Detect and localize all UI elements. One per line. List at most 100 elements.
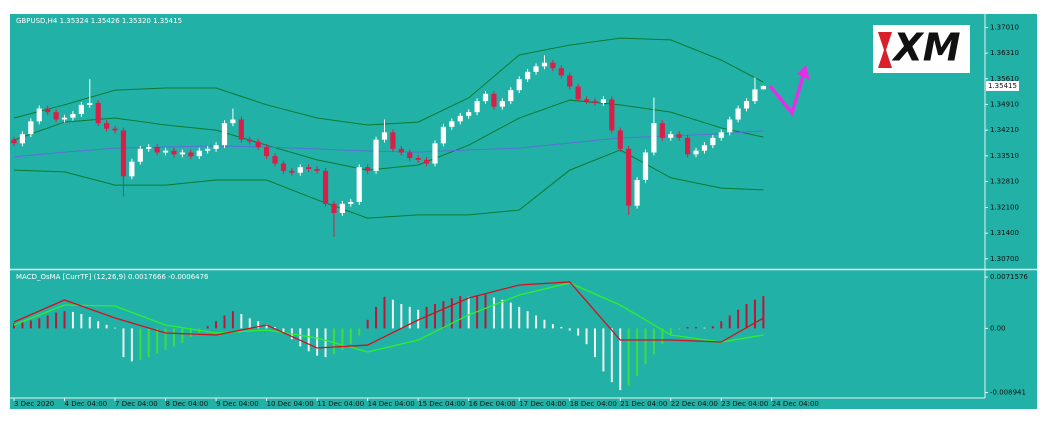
histogram-bar [652, 328, 655, 355]
histogram-bar [299, 328, 302, 347]
candle-body [567, 75, 573, 87]
candle-body [398, 148, 404, 153]
candle-body [272, 156, 278, 164]
y-tick-label: 1.33510 [990, 152, 1019, 160]
histogram-bar [627, 328, 630, 386]
histogram-bar [341, 328, 344, 350]
chart-background [10, 14, 1037, 409]
histogram-bar [417, 309, 420, 329]
histogram-bar [181, 328, 184, 343]
histogram-bar [366, 319, 369, 329]
candle-body [626, 148, 632, 206]
candle-body [247, 139, 253, 142]
histogram-bar [383, 296, 386, 329]
y-tick-label: -0.008941 [990, 389, 1026, 397]
candle-body [440, 126, 447, 144]
x-tick-label: 18 Dec 04:00 [570, 400, 617, 408]
price-label-box [986, 80, 1019, 91]
histogram-bar [501, 299, 504, 329]
histogram-bar [189, 328, 192, 338]
histogram-bar [711, 326, 714, 329]
candle-body [61, 117, 68, 120]
candle-body [104, 123, 110, 129]
histogram-bar [240, 314, 243, 329]
histogram-bar [619, 328, 622, 391]
candle-body [583, 99, 590, 102]
candle-body [533, 66, 539, 72]
histogram-bar [728, 315, 731, 329]
y-tick-label: 0.00 [990, 324, 1006, 332]
x-tick-label: 24 Dec 04:00 [772, 400, 819, 408]
candle-body [760, 85, 766, 90]
candle-body [53, 112, 59, 120]
candle-body [373, 139, 379, 171]
candle-body [356, 167, 362, 202]
candle-body [381, 132, 388, 140]
candle-body [482, 93, 489, 102]
x-tick-label: 7 Dec 04:00 [115, 400, 158, 408]
candle-body [36, 108, 42, 122]
histogram-bar [526, 311, 529, 329]
candle-body [499, 101, 505, 107]
projection-arrow [768, 65, 810, 117]
x-tick-label: 17 Dec 04:00 [519, 400, 566, 408]
histogram-bar [156, 328, 159, 354]
candle-body [466, 112, 472, 116]
y-tick-label: 1.30700 [990, 255, 1019, 263]
y-tick-label: 1.32810 [990, 177, 1019, 185]
bollinger-middle [13, 99, 764, 171]
candle-body [550, 62, 556, 69]
candle-body [525, 71, 531, 80]
histogram-bar [38, 318, 41, 329]
arrow-head [797, 65, 810, 80]
y-tick-label: 1.36310 [990, 49, 1019, 57]
histogram-bar [206, 326, 209, 329]
histogram-bar [695, 326, 698, 329]
y-tick-label: 1.32100 [990, 204, 1019, 212]
histogram-bar [425, 306, 428, 329]
histogram-bar [324, 328, 327, 358]
histogram-bar [46, 315, 49, 329]
histogram-bar [164, 328, 167, 350]
candle-body [651, 123, 657, 153]
histogram-bar [215, 321, 218, 329]
x-tick-label: 16 Dec 04:00 [469, 400, 516, 408]
main-header: GBPUSD,H4 1.35324 1.35426 1.35320 1.3541… [16, 17, 182, 25]
candle-body [407, 152, 413, 158]
candle-body [659, 123, 665, 138]
histogram-bar [231, 311, 234, 329]
macd-header: MACD_OsMA [CurrTF] (12,26,9) 0.0017666 -… [16, 273, 209, 281]
x-tick-label: 14 Dec 04:00 [368, 400, 415, 408]
candle-body [70, 114, 76, 118]
histogram-bar [307, 328, 310, 352]
histogram-bar [737, 309, 740, 329]
candle-body [213, 145, 219, 149]
histogram-bar [223, 315, 226, 329]
histogram-bar [434, 304, 436, 329]
candle-body [137, 148, 143, 162]
candle-body [255, 141, 261, 147]
candle-body [600, 99, 606, 103]
histogram-bar [450, 298, 453, 329]
histogram-bar [80, 314, 83, 329]
y-tick-label: 1.35610 [990, 75, 1019, 83]
candle-body [676, 134, 682, 138]
histogram-bar [669, 328, 672, 336]
y-tick-label: 1.31400 [990, 229, 1019, 237]
macd-main [13, 281, 764, 349]
histogram-bar [551, 324, 554, 329]
histogram-bar [577, 328, 580, 336]
histogram-bar [105, 324, 108, 329]
histogram-bar [442, 301, 445, 329]
histogram-bar [560, 326, 563, 329]
candle-body [171, 150, 177, 155]
macd-signal [13, 282, 764, 353]
histogram-bar [71, 311, 74, 329]
histogram-bar [257, 321, 260, 329]
histogram-bar [332, 328, 335, 355]
histogram-bar [97, 321, 100, 329]
histogram-bar [644, 328, 647, 365]
histogram-bar [55, 312, 58, 329]
histogram-bar [248, 318, 251, 329]
